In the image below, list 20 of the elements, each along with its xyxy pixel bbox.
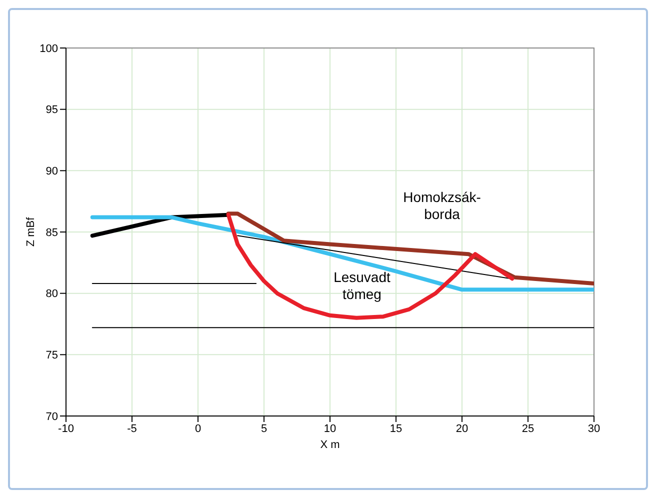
annotation: Homokzsák- borda [403,189,482,222]
x-tick-label: 0 [194,422,202,435]
x-tick-label: 10 [324,422,336,435]
y-tick-label: 80 [46,288,58,300]
y-tick-label: 100 [40,42,58,55]
y-tick-label: 95 [46,104,58,116]
x-tick-label: 5 [260,422,268,435]
y-tick-label: 70 [46,410,58,423]
x-tick-label: 15 [390,422,402,435]
y-tick-label: 85 [46,226,58,239]
y-tick-label: 90 [46,166,58,178]
x-tick-label: 30 [588,422,600,435]
y-axis-title: Z mBf [24,216,37,247]
y-tick-label: 75 [46,350,58,362]
x-tick-label: -5 [127,422,137,435]
x-axis-title: X m [320,439,340,451]
x-tick-label: 20 [456,422,468,435]
x-tick-label: -10 [58,422,74,435]
annotation: Lesuvadt tömeg [334,269,391,302]
x-tick-label: 25 [522,422,534,435]
